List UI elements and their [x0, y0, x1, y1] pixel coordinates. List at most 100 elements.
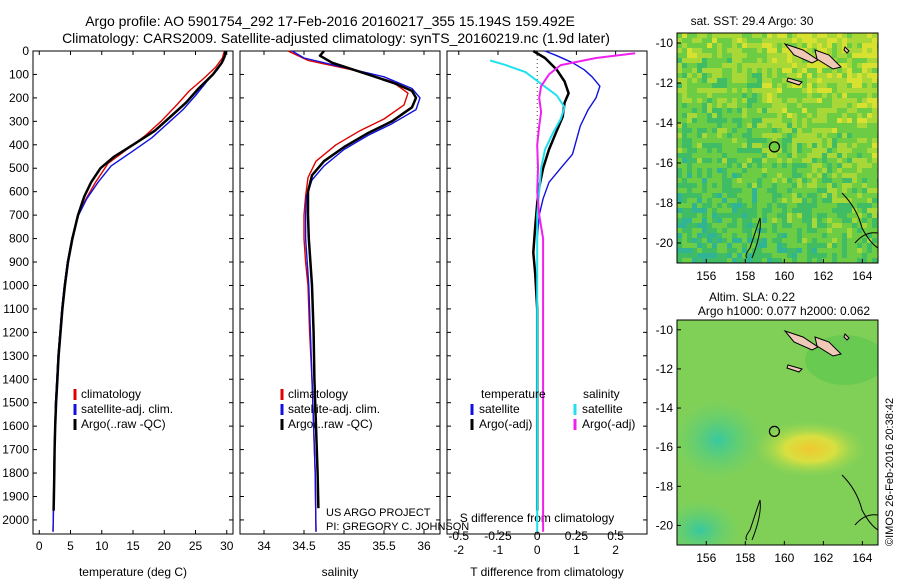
sst-cell [702, 233, 707, 238]
sst-cell [807, 253, 812, 258]
sst-cell [722, 243, 727, 248]
sst-cell [827, 213, 832, 218]
sst-cell [762, 88, 767, 93]
sst-cell [702, 43, 707, 48]
sst-cell [772, 193, 777, 198]
sst-cell [737, 148, 742, 153]
sst-cell [742, 103, 747, 108]
sst-cell [692, 73, 697, 78]
sst-cell [682, 38, 687, 43]
sst-cell [812, 118, 817, 123]
sst-cell [752, 133, 757, 138]
sst-cell [827, 148, 832, 153]
sst-cell [812, 173, 817, 178]
sst-cell [832, 258, 837, 263]
sst-lat-tick-label: -20 [656, 236, 674, 250]
sst-cell [797, 73, 802, 78]
sst-cell [872, 173, 877, 178]
sst-cell [732, 123, 737, 128]
sst-cell [717, 68, 722, 73]
sst-cell [782, 128, 787, 133]
sst-cell [847, 33, 852, 38]
sst-cell [872, 138, 877, 143]
sst-cell [847, 253, 852, 258]
sst-cell [832, 43, 837, 48]
sst-cell [742, 33, 747, 38]
sst-cell [812, 158, 817, 163]
sst-cell [747, 48, 752, 53]
sst-cell [797, 203, 802, 208]
sst-cell [857, 38, 862, 43]
sst-cell [742, 188, 747, 193]
sst-cell [737, 203, 742, 208]
sst-cell [697, 208, 702, 213]
sst-cell [847, 103, 852, 108]
sst-cell [797, 223, 802, 228]
sst-cell [692, 128, 697, 133]
sst-cell [817, 93, 822, 98]
temperature-xtick-label: 25 [189, 539, 203, 553]
sst-cell [832, 253, 837, 258]
sst-cell [852, 68, 857, 73]
sst-cell [832, 158, 837, 163]
sst-cell [872, 183, 877, 188]
sst-map-frame [676, 32, 879, 264]
sst-cell [867, 133, 872, 138]
sst-cell [712, 78, 717, 83]
sst-cell [727, 223, 732, 228]
sst-cell [782, 78, 787, 83]
sst-cell [762, 183, 767, 188]
sla-island [783, 329, 819, 351]
sst-cell [787, 148, 792, 153]
sst-cell [742, 48, 747, 53]
sst-cell [747, 233, 752, 238]
sst-cell [732, 148, 737, 153]
sst-cell [852, 218, 857, 223]
sst-cell [677, 133, 682, 138]
sst-cell [697, 163, 702, 168]
sst-cell [777, 238, 782, 243]
sst-cell [797, 103, 802, 108]
sst-cell [762, 218, 767, 223]
sst-cell [742, 158, 747, 163]
sst-cell [722, 93, 727, 98]
sst-cell [682, 68, 687, 73]
sst-cell [832, 243, 837, 248]
sst-cell [757, 68, 762, 73]
sst-cell [827, 143, 832, 148]
sst-cell [772, 173, 777, 178]
sst-cell [852, 168, 857, 173]
sst-cell [817, 33, 822, 38]
sst-cell [782, 178, 787, 183]
sst-cell [712, 138, 717, 143]
sst-cell [702, 178, 707, 183]
sst-cell [867, 153, 872, 158]
sst-cell [757, 198, 762, 203]
sst-cell [822, 63, 827, 68]
sst-cell [712, 208, 717, 213]
sst-cell [697, 88, 702, 93]
sst-cell [737, 143, 742, 148]
sst-cell [872, 58, 877, 63]
sst-cell [712, 98, 717, 103]
sst-cell [867, 218, 872, 223]
sst-cell [747, 98, 752, 103]
sst-cell [792, 33, 797, 38]
sst-cell [817, 153, 822, 158]
sst-cell [792, 163, 797, 168]
sst-cell [687, 228, 692, 233]
sst-cell [747, 258, 752, 263]
sst-cell [847, 233, 852, 238]
sst-cell [842, 98, 847, 103]
sst-cell [687, 163, 692, 168]
sst-cell [762, 233, 767, 238]
sst-cell [772, 233, 777, 238]
sst-cell [707, 258, 712, 263]
sst-cell [832, 183, 837, 188]
sst-cell [852, 258, 857, 263]
sst-cell [817, 128, 822, 133]
sst-cell [757, 113, 762, 118]
sst-cell [827, 178, 832, 183]
sst-cell [737, 43, 742, 48]
sst-cell [817, 68, 822, 73]
